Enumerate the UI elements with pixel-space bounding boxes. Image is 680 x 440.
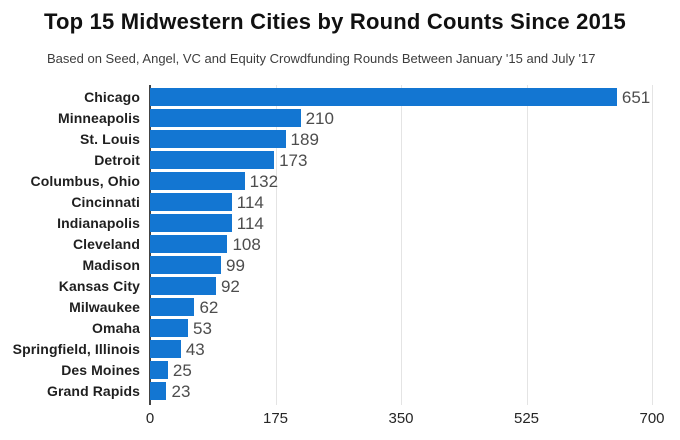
value-label: 62 — [199, 298, 219, 317]
bar — [150, 88, 617, 106]
bar-row: Grand Rapids 23 — [0, 381, 680, 402]
category-label: Columbus, Ohio — [30, 173, 140, 189]
value-label: 173 — [279, 151, 308, 170]
bar — [150, 361, 168, 379]
value-label: 108 — [232, 235, 261, 254]
chart-subtitle: Based on Seed, Angel, VC and Equity Crow… — [47, 51, 596, 66]
bar — [150, 235, 228, 253]
value-label: 99 — [225, 256, 245, 275]
category-label: Omaha — [92, 320, 140, 336]
value-label: 92 — [220, 277, 240, 296]
x-tick-label: 0 — [145, 410, 155, 427]
bar-row: Indianapolis 114 — [0, 213, 680, 234]
category-label: Madison — [82, 257, 140, 273]
bar — [150, 130, 286, 148]
bar — [150, 298, 195, 316]
value-label: 132 — [249, 172, 279, 191]
x-tick-label: 350 — [388, 410, 414, 427]
category-label: Minneapolis — [58, 110, 140, 126]
category-label: Kansas City — [58, 278, 140, 294]
bar-row: Kansas City 92 — [0, 276, 680, 297]
x-tick-label: 525 — [513, 410, 540, 427]
value-label: 43 — [185, 340, 205, 359]
gridline-175 — [275, 85, 277, 405]
value-label: 114 — [236, 193, 264, 212]
bar-row: Des Moines 25 — [0, 360, 680, 381]
value-label: 25 — [172, 361, 192, 380]
category-label: Indianapolis — [57, 215, 140, 231]
category-label: Cincinnati — [71, 194, 140, 210]
category-label: Detroit — [94, 152, 140, 168]
bar-row: Columbus, Ohio 132 — [0, 171, 680, 192]
value-label: 189 — [290, 130, 319, 149]
bar-row: Cleveland 108 — [0, 234, 680, 255]
bar — [150, 277, 216, 295]
value-label: 53 — [193, 319, 212, 338]
bar — [150, 319, 188, 337]
category-label: Cleveland — [72, 236, 140, 252]
bar-row: Springfield, Illinois 43 — [0, 339, 680, 360]
bar-row: Minneapolis 210 — [0, 108, 680, 129]
category-label: Milwaukee — [69, 299, 140, 315]
chart-title: Top 15 Midwestern Cities by Round Counts… — [44, 9, 626, 34]
category-label: Chicago — [84, 89, 140, 105]
bar — [150, 256, 221, 274]
category-label: Grand Rapids — [47, 383, 140, 399]
bar-row: Madison 99 — [0, 255, 680, 276]
bar-row: Detroit 173 — [0, 150, 680, 171]
bar — [150, 382, 167, 400]
bar-row: Milwaukee 62 — [0, 297, 680, 318]
value-label: 210 — [305, 109, 334, 128]
value-label: 651 — [621, 88, 651, 107]
bar — [150, 172, 245, 190]
bar — [150, 340, 181, 358]
value-label: 114 — [236, 214, 264, 233]
gridline-525 — [526, 85, 528, 405]
x-tick-label: 175 — [262, 410, 289, 427]
bar — [150, 151, 275, 169]
bar — [150, 214, 232, 232]
category-label: Des Moines — [61, 362, 140, 378]
x-tick-label: 700 — [639, 410, 665, 427]
bar-row: Chicago 651 — [0, 87, 680, 108]
bar-row: Omaha 53 — [0, 318, 680, 339]
category-label: St. Louis — [79, 131, 140, 147]
gridline-350 — [401, 85, 402, 405]
bar-row: St. Louis 189 — [0, 129, 680, 150]
bar — [150, 109, 301, 127]
bar — [150, 193, 232, 211]
bar-row: Cincinnati 114 — [0, 192, 680, 213]
gridline-700 — [652, 85, 653, 405]
value-label: 23 — [171, 382, 191, 401]
category-label: Springfield, Illinois — [12, 341, 140, 357]
